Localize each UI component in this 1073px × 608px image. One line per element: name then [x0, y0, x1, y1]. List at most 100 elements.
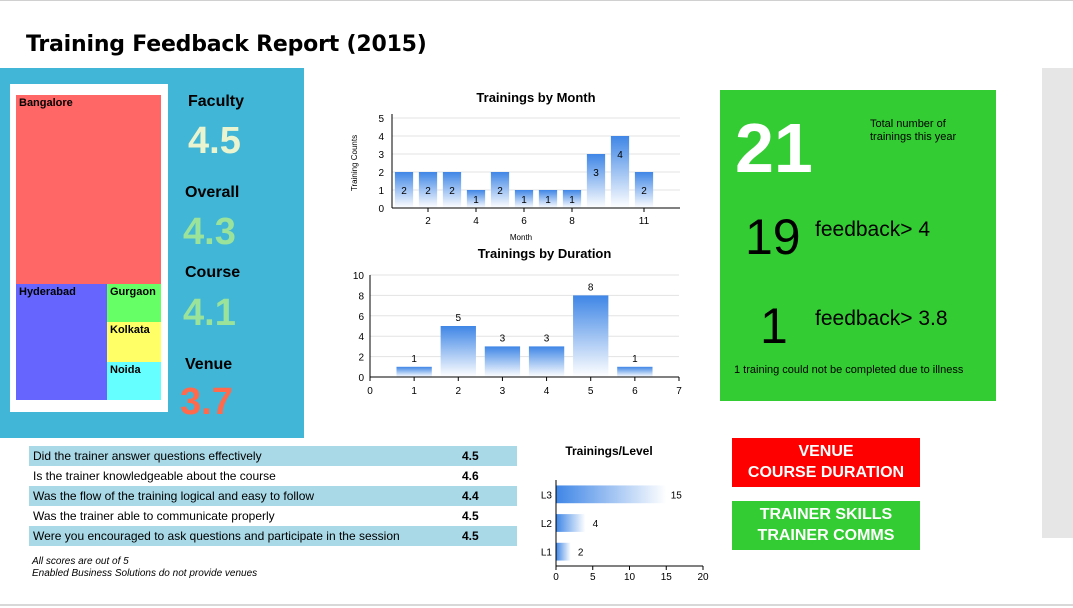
strengths-badge: TRAINER SKILLS TRAINER COMMS: [732, 501, 920, 550]
total-trainings-value: 21: [735, 109, 813, 187]
bar: [538, 190, 558, 208]
bar: [562, 190, 582, 208]
y-axis-label: Training Counts: [350, 135, 359, 191]
improvement-areas-badge: VENUE COURSE DURATION: [732, 438, 920, 487]
x-tick-label: 11: [639, 216, 650, 227]
summary-note: 1 training could not be completed due to…: [734, 364, 964, 376]
y-tick-label: 5: [378, 114, 384, 125]
data-label: 2: [425, 186, 431, 197]
x-tick-label: 8: [569, 216, 575, 227]
data-label: 15: [671, 490, 683, 501]
treemap-cell-noida: Noida: [107, 362, 161, 400]
question-score: 4.4: [462, 489, 479, 503]
y-tick-label: L2: [541, 519, 553, 530]
x-tick-label: 4: [544, 386, 550, 397]
bar: [440, 326, 476, 377]
badge-line: TRAINER SKILLS: [759, 506, 893, 523]
x-tick-label: 6: [632, 386, 638, 397]
y-tick-label: 10: [353, 271, 365, 282]
question-text: Was the trainer able to communicate prop…: [33, 509, 275, 523]
y-tick-label: 3: [378, 150, 384, 161]
treemap-label: Bangalore: [19, 97, 73, 109]
x-tick-label: 7: [676, 386, 682, 397]
y-tick-label: 0: [378, 204, 384, 215]
treemap-cell-bangalore: Bangalore: [16, 95, 161, 284]
treemap-label: Gurgaon: [110, 286, 156, 298]
x-tick-label: 10: [624, 572, 636, 583]
feedback-above-3-8-count: 1: [760, 298, 788, 354]
total-trainings-caption: Total number of trainings this year: [870, 118, 957, 143]
location-treemap: Bangalore Hyderabad Gurgaon Kolkata Noid…: [10, 84, 168, 412]
score-value-overall: 4.3: [183, 211, 236, 253]
x-tick-label: 15: [661, 572, 673, 583]
badge-line: COURSE DURATION: [747, 464, 905, 481]
x-tick-label: 0: [553, 572, 559, 583]
question-text: Were you encouraged to ask questions and…: [33, 529, 400, 543]
footnotes: All scores are out of 5 Enabled Business…: [32, 556, 257, 580]
bar: [556, 485, 667, 504]
data-label: 1: [521, 195, 527, 206]
y-tick-label: 6: [358, 312, 364, 323]
y-tick-label: 0: [358, 373, 364, 384]
question-row: Were you encouraged to ask questions and…: [29, 526, 517, 546]
data-label: 8: [588, 282, 594, 293]
question-score: 4.5: [462, 529, 479, 543]
bar: [573, 295, 609, 377]
treemap-label: Hyderabad: [19, 286, 76, 298]
bar: [617, 366, 653, 377]
question-text: Is the trainer knowledgeable about the c…: [33, 469, 276, 483]
score-label-overall: Overall: [185, 184, 240, 201]
bar: [396, 366, 432, 377]
treemap-cell-kolkata: Kolkata: [107, 322, 161, 362]
data-label: 3: [593, 168, 599, 179]
y-tick-label: 1: [378, 186, 384, 197]
badge-line: VENUE: [798, 443, 854, 460]
treemap-label: Noida: [110, 364, 141, 376]
bar: [610, 136, 630, 208]
scrollbar[interactable]: [1042, 68, 1073, 538]
chart-title: Trainings by Month: [476, 90, 595, 105]
y-tick-label: 4: [358, 332, 364, 343]
question-row: Is the trainer knowledgeable about the c…: [29, 466, 517, 486]
y-tick-label: 4: [378, 132, 384, 143]
data-label: 1: [473, 195, 479, 206]
data-label: 3: [500, 333, 506, 344]
page-title: Training Feedback Report (2015): [26, 32, 427, 57]
score-label-faculty: Faculty: [188, 93, 245, 110]
x-tick-label: 20: [697, 572, 709, 583]
data-label: 5: [456, 313, 462, 324]
question-score: 4.5: [462, 449, 479, 463]
y-tick-label: 2: [378, 168, 384, 179]
bar: [418, 172, 438, 208]
chart-title: Trainings by Duration: [478, 246, 612, 261]
data-label: 2: [578, 548, 584, 559]
x-tick-label: 2: [456, 386, 462, 397]
treemap-cell-gurgaon: Gurgaon: [107, 284, 161, 322]
bar: [394, 172, 414, 208]
bar: [556, 514, 586, 532]
x-tick-label: 5: [590, 572, 596, 583]
score-value-course: 4.1: [183, 292, 236, 334]
x-tick-label: 0: [367, 386, 373, 397]
data-label: 1: [411, 354, 417, 365]
data-label: 2: [449, 186, 455, 197]
treemap-cell-hyderabad: Hyderabad: [16, 284, 107, 400]
summary-panel: [720, 90, 996, 401]
treemap-label: Kolkata: [110, 324, 150, 336]
question-text: Was the flow of the training logical and…: [33, 489, 315, 503]
feedback-above-4-label: feedback> 4: [815, 218, 931, 241]
bar: [466, 190, 486, 208]
x-tick-label: 6: [521, 216, 527, 227]
chart-title: Trainings/Level: [565, 444, 652, 458]
bar: [514, 190, 534, 208]
data-label: 1: [545, 195, 551, 206]
data-label: 4: [593, 519, 599, 530]
trainings-per-level-chart: Trainings/Level L1 2 L2 4 L3 15 0 5 10 15 20: [541, 444, 709, 583]
score-value-faculty: 4.5: [188, 120, 241, 162]
data-label: 1: [632, 354, 638, 365]
x-tick-label: 4: [473, 216, 479, 227]
question-score: 4.6: [462, 469, 479, 483]
data-label: 1: [569, 195, 575, 206]
